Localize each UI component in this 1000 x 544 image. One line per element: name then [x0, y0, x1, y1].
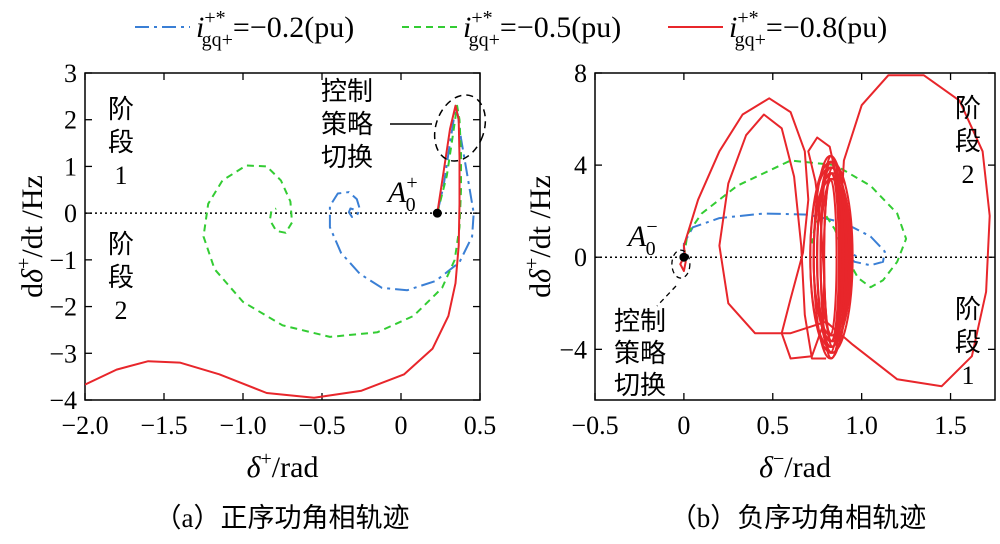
panel-a-xtick-label: 0.5 [464, 411, 497, 440]
panel-b-frame [594, 72, 996, 401]
panel-a-ticks: −2.0 −1.5 −1.0 −0.5 0 0.5 −4 −3 −2 −1 0 1 2 3 [49, 59, 496, 440]
panel-a-stage-2-label: 阶段 2 [108, 230, 134, 325]
panel-b-switch-ellipse [671, 249, 691, 279]
panel-a-start-point-label: A+ 0 [386, 172, 418, 216]
panel-a: −2.0 −1.5 −1.0 −0.5 0 0.5 −4 −3 −2 −1 0 1 2 3 A+ 0 控制策略… [49, 59, 496, 440]
legend: i+* gq+=−0.2(pu) i+* gq+=−0.5(pu) i+* gq+=−0.… [135, 7, 887, 51]
panel-a-ytick-label: 3 [64, 59, 77, 88]
legend-label-1: i+* gq+=−0.2(pu) [196, 7, 354, 51]
legend-label-2: i+* gq+=−0.5(pu) [463, 7, 621, 51]
panel-a-xtick-label: −1.5 [140, 411, 187, 440]
panel-b-xtick-label: −0.5 [571, 411, 618, 440]
panel-b-series-2 [682, 159, 908, 289]
panel-a-annotations: A+ 0 控制策略切换 阶段 1 阶段 2 [108, 77, 487, 325]
panel-a-ytick-label: −1 [49, 246, 77, 275]
panel-a-xtick-label: −0.5 [298, 411, 345, 440]
panel-b-stage-1-label: 阶段 1 [955, 295, 981, 390]
panel-a-ytick-label: 0 [64, 199, 77, 228]
panel-b-xtick-label: 1.0 [845, 411, 878, 440]
panel-a-ytick-label: −2 [49, 293, 77, 322]
panel-a-ytick-label: 1 [64, 152, 77, 181]
panel-b-ytick-label: 4 [574, 151, 587, 180]
panel-a-frame [84, 72, 481, 401]
panel-a-x-axis-label: δ+/rad [247, 448, 319, 484]
panel-b-annotations: A− 0 控制策略切换 阶段 2 阶段 1 [614, 94, 981, 400]
panel-b-stage-2-label: 阶段 2 [955, 94, 981, 189]
panel-a-y-axis-label: dδ+/dt /Hz [13, 175, 49, 298]
panel-a-xtick-label: −1.0 [219, 411, 266, 440]
panel-a-series-2 [202, 104, 462, 338]
panel-a-ytick-label: −3 [49, 339, 77, 368]
panel-a-caption: （a）正序功角相轨迹 [155, 503, 410, 533]
panel-a-stage-1-label: 阶段 1 [108, 95, 134, 190]
panel-a-xtick-label: 0 [395, 411, 408, 440]
panel-b-start-point [679, 252, 689, 262]
panel-b-xtick-label: 0.5 [757, 411, 790, 440]
panel-b-ticks: −0.5 0 0.5 1.0 1.5 −4 0 4 8 [559, 59, 995, 440]
panel-a-start-point [432, 208, 442, 218]
panel-b-series-3-oscillation [809, 160, 854, 354]
panel-b-xtick-label: 1.5 [934, 411, 967, 440]
panel-a-xtick-label: −2.0 [61, 411, 108, 440]
panel-b-caption: （b）负序功角相轨迹 [670, 503, 927, 533]
panel-a-series-3 [85, 104, 461, 399]
panel-b-x-axis-label: δ−/rad [759, 448, 831, 484]
panel-a-switch-label: 控制策略切换 [321, 77, 373, 172]
panel-b-ytick-label: 0 [574, 243, 587, 272]
panel-b: −0.5 0 0.5 1.0 1.5 −4 0 4 8 A− 0 控制策略切换 阶段 2 阶段 1 [559, 59, 996, 440]
panel-b-start-point-label: A− 0 [626, 216, 658, 260]
panel-b-switch-label: 控制策略切换 [614, 307, 666, 400]
panel-b-series [679, 74, 991, 388]
panel-a-ytick-label: 2 [64, 106, 77, 135]
panel-b-series-3-loop-1 [679, 97, 842, 360]
panel-b-series-1 [682, 212, 886, 267]
panel-b-ytick-label: 8 [574, 59, 587, 88]
legend-label-3: i+* gq+=−0.8(pu) [729, 7, 887, 51]
panel-b-ytick-label: −4 [559, 335, 587, 364]
panel-b-y-axis-label: dδ+/dt /Hz [521, 175, 557, 298]
panel-b-switch-leader [656, 285, 677, 307]
panel-a-switch-ellipse [433, 94, 487, 162]
panel-a-ytick-label: −4 [49, 386, 77, 415]
panel-b-series-3-loop-2 [825, 74, 991, 388]
panel-b-xtick-label: 0 [677, 411, 690, 440]
panel-b-series-3-loop-3 [718, 113, 827, 360]
panel-a-series [85, 104, 475, 399]
